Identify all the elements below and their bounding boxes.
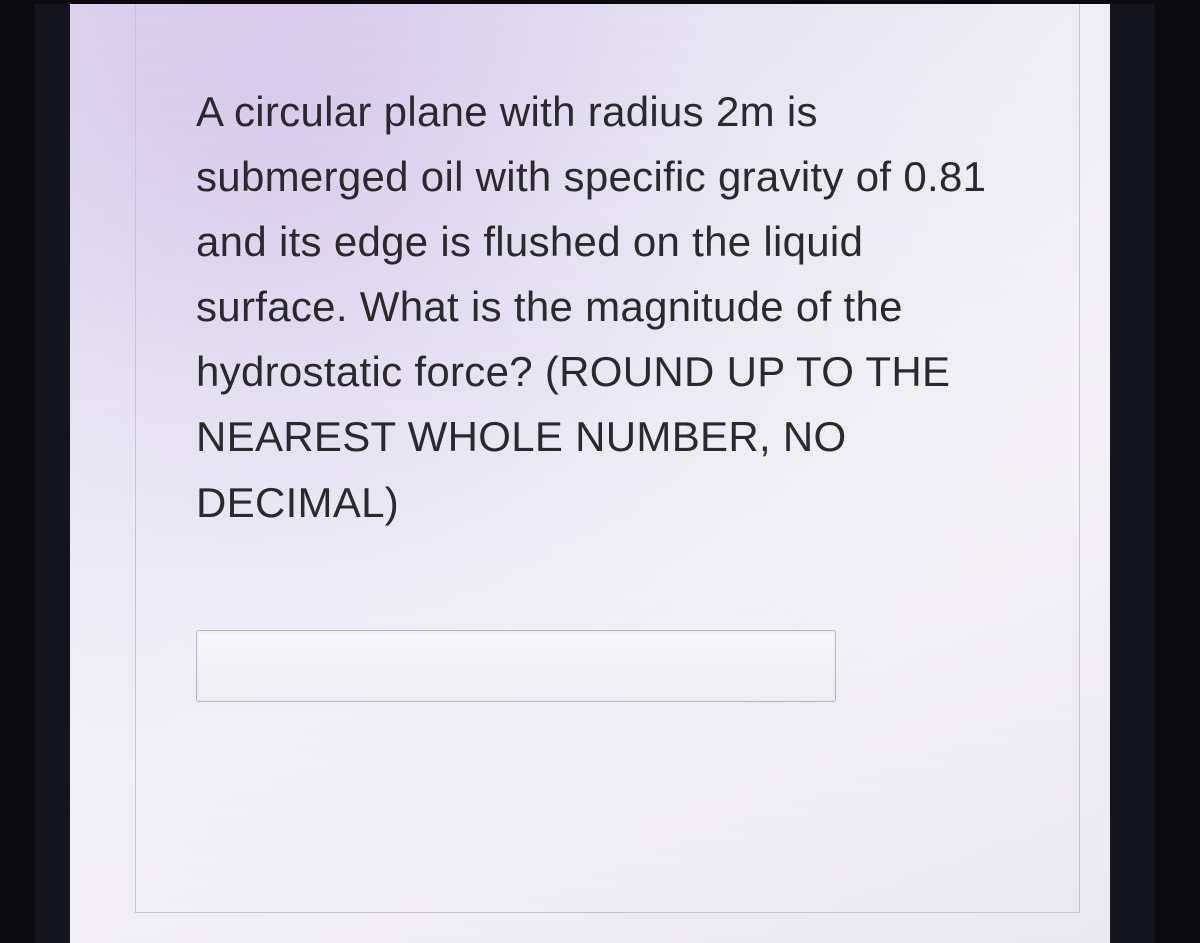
- answer-input-wrapper: [196, 630, 1019, 702]
- question-card: A circular plane with radius 2m is subme…: [135, 4, 1080, 913]
- device-frame: A circular plane with radius 2m is subme…: [0, 0, 1200, 943]
- answer-input[interactable]: [196, 630, 836, 702]
- screen-content: A circular plane with radius 2m is subme…: [70, 4, 1110, 943]
- question-text: A circular plane with radius 2m is subme…: [196, 79, 1019, 535]
